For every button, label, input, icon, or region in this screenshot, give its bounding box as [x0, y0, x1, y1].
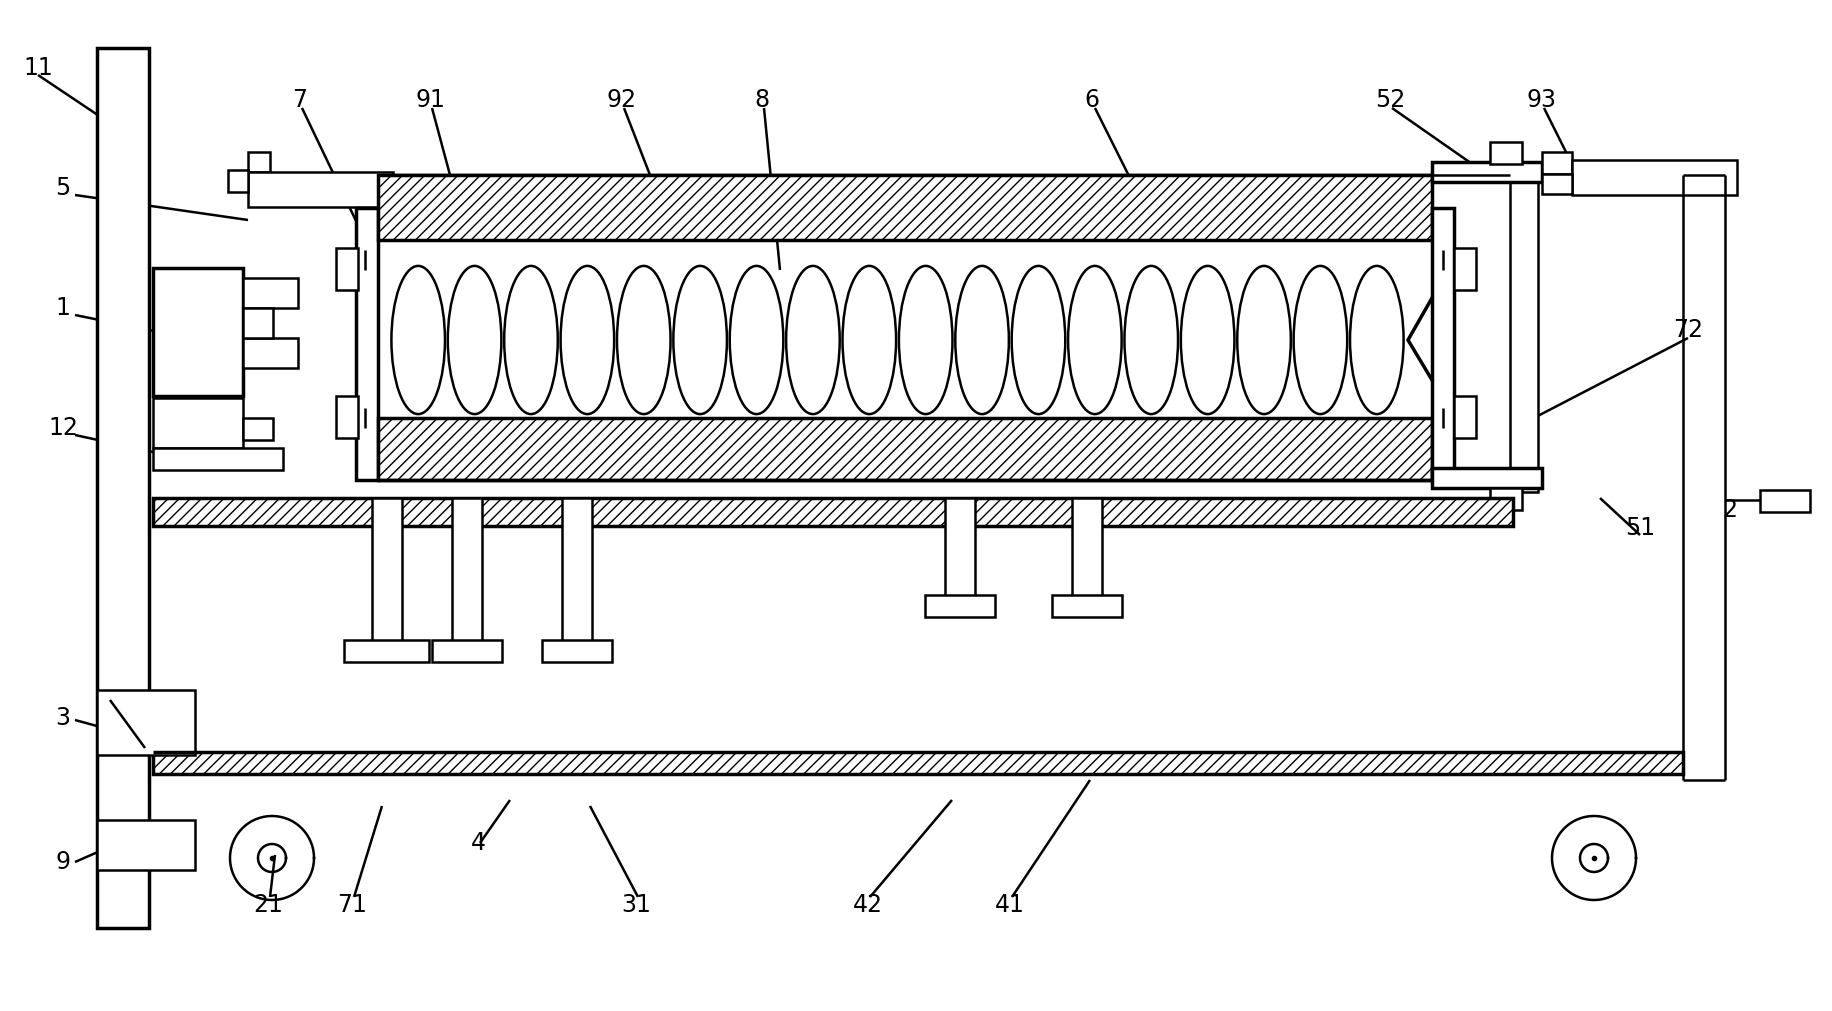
Ellipse shape [786, 266, 839, 415]
Bar [244, 308, 273, 338]
Bar [1433, 208, 1455, 480]
Bar [394, 182, 484, 197]
Bar [1455, 248, 1477, 290]
Ellipse shape [504, 266, 557, 415]
Bar [154, 268, 244, 396]
Bar [244, 278, 299, 308]
Ellipse shape [674, 266, 727, 415]
Bar [154, 448, 282, 470]
Ellipse shape [1011, 266, 1064, 415]
Ellipse shape [561, 266, 614, 415]
Bar [227, 170, 247, 192]
Bar [377, 418, 1433, 480]
Bar [247, 152, 269, 172]
Bar [154, 752, 1684, 774]
Bar [344, 640, 429, 662]
Bar [945, 498, 975, 608]
Ellipse shape [729, 266, 784, 415]
Bar [97, 820, 194, 870]
Text: 8: 8 [755, 88, 769, 112]
Text: 3: 3 [55, 706, 70, 730]
Bar [1052, 595, 1121, 617]
Text: 72: 72 [1673, 318, 1704, 342]
Bar [97, 48, 148, 928]
Bar [1489, 488, 1522, 510]
Bar [925, 595, 995, 617]
Ellipse shape [392, 266, 445, 415]
Ellipse shape [1293, 266, 1347, 415]
Text: 92: 92 [606, 88, 638, 112]
Ellipse shape [1350, 266, 1403, 415]
Text: 52: 52 [1374, 88, 1405, 112]
Bar [1489, 142, 1522, 164]
Ellipse shape [843, 266, 896, 415]
Bar [377, 175, 1433, 240]
Text: 7: 7 [293, 88, 308, 112]
Bar [1510, 162, 1539, 492]
Ellipse shape [1237, 266, 1292, 415]
Text: 93: 93 [1528, 88, 1557, 112]
Bar [562, 498, 592, 653]
Ellipse shape [954, 266, 1009, 415]
Bar [1433, 162, 1543, 182]
Text: 71: 71 [337, 893, 366, 917]
Bar [1072, 498, 1103, 608]
Bar [244, 418, 273, 440]
Text: 1: 1 [55, 296, 70, 320]
Bar [542, 640, 612, 662]
Bar [97, 690, 194, 755]
Bar [244, 338, 299, 368]
Bar [1455, 396, 1477, 438]
Bar [1543, 152, 1572, 174]
Bar [1761, 490, 1810, 512]
Text: 6: 6 [1085, 88, 1099, 112]
Bar [335, 248, 357, 290]
Ellipse shape [900, 266, 953, 415]
Bar [1572, 160, 1737, 195]
Bar [335, 396, 357, 438]
Text: 91: 91 [416, 88, 445, 112]
Text: 21: 21 [253, 893, 282, 917]
Bar [1543, 174, 1572, 194]
Text: 12: 12 [48, 416, 79, 440]
Text: 41: 41 [995, 893, 1024, 917]
Text: 9: 9 [55, 850, 70, 874]
Text: 4: 4 [471, 831, 485, 855]
Text: 5: 5 [55, 176, 71, 200]
Bar [372, 498, 401, 653]
Ellipse shape [447, 266, 502, 415]
Text: 31: 31 [621, 893, 650, 917]
Ellipse shape [617, 266, 671, 415]
Bar [355, 208, 377, 480]
Ellipse shape [1068, 266, 1121, 415]
Text: 42: 42 [854, 893, 883, 917]
Text: 11: 11 [24, 56, 53, 80]
Text: 2: 2 [1722, 498, 1737, 522]
Bar [453, 498, 482, 653]
Bar [432, 640, 502, 662]
Ellipse shape [1125, 266, 1178, 415]
Bar [154, 498, 1513, 526]
Bar [154, 398, 244, 448]
Bar [247, 172, 394, 207]
Text: 51: 51 [1625, 516, 1654, 540]
Bar [1433, 468, 1543, 488]
Ellipse shape [1182, 266, 1235, 415]
